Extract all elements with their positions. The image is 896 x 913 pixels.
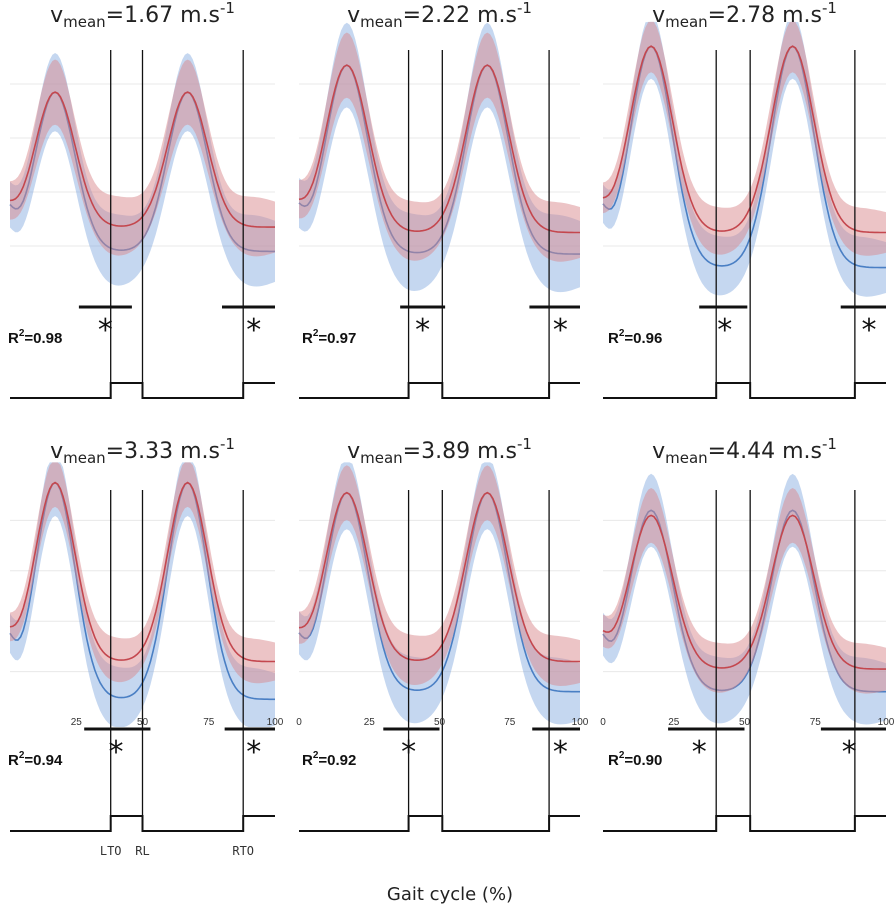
significance-star: * — [109, 735, 124, 770]
panel: * * vmean=2.78 m.s-1 R2=0.96 — [602, 0, 886, 399]
red-sd-band — [299, 32, 580, 262]
significance-star: * — [246, 313, 261, 348]
x-tick-label: 25 — [668, 717, 680, 728]
x-tick-label: 0 — [600, 717, 606, 728]
panel-title: vmean=4.44 m.s-1 — [652, 435, 837, 467]
r-squared-label: R2=0.98 — [8, 328, 62, 347]
r-squared-label: R2=0.94 — [8, 750, 63, 769]
r-squared-label: R2=0.90 — [608, 750, 662, 769]
x-tick-label: 25 — [71, 717, 83, 728]
panel: * * vmean=3.33 m.s-1 R2=0.94 25 50 75 100 LTO RL R… — [8, 435, 284, 858]
significance-star: * — [717, 313, 732, 348]
r-squared-label: R2=0.92 — [302, 750, 356, 769]
blue-sd-band — [299, 462, 580, 725]
foot-contact-trace — [10, 815, 275, 832]
x-axis-label: Gait cycle (%) — [387, 884, 513, 905]
r-squared-label: R2=0.97 — [302, 328, 356, 347]
x-tick-label: 100 — [572, 717, 589, 728]
red-mean-line — [602, 514, 886, 670]
panel-title: vmean=3.33 m.s-1 — [50, 435, 235, 467]
red-sd-band — [299, 465, 580, 686]
event-label-rto: RTO — [232, 844, 254, 858]
x-tick-label: 75 — [504, 717, 516, 728]
r-squared-label: R2=0.96 — [608, 328, 662, 347]
x-tick-label: 50 — [739, 717, 751, 728]
panel-title: vmean=1.67 m.s-1 — [50, 0, 235, 31]
red-sd-band — [603, 21, 886, 256]
panel: * * vmean=1.67 m.s-1 R2=0.98 — [8, 0, 275, 399]
foot-contact-trace — [603, 382, 886, 399]
red-mean-line — [602, 45, 886, 234]
event-label-lto: LTO — [100, 844, 122, 858]
significance-star: * — [692, 735, 707, 770]
x-tick-label: 50 — [434, 717, 446, 728]
panel: * * vmean=2.22 m.s-1 R2=0.97 — [298, 0, 580, 399]
blue-sd-band — [603, 21, 886, 297]
significance-star: * — [553, 313, 568, 348]
panel-title: vmean=2.78 m.s-1 — [652, 0, 837, 31]
red-sd-band — [603, 488, 886, 694]
event-label-rl: RL — [135, 844, 149, 858]
significance-star: * — [246, 735, 261, 770]
x-tick-label: 50 — [137, 717, 149, 728]
panel: * * vmean=4.44 m.s-1 R2=0.90 0 25 50 75 100 — [600, 435, 895, 832]
foot-contact-trace — [299, 382, 580, 399]
panel-title: vmean=3.89 m.s-1 — [347, 435, 532, 467]
foot-contact-trace — [603, 815, 886, 832]
x-tick-label: 100 — [878, 717, 895, 728]
x-tick-label: 75 — [810, 717, 822, 728]
significance-star: * — [401, 735, 416, 770]
x-tick-label: 0 — [296, 717, 302, 728]
foot-contact-trace — [10, 382, 275, 399]
significance-star: * — [98, 313, 113, 348]
significance-star: * — [553, 735, 568, 770]
significance-star: * — [415, 313, 430, 348]
foot-contact-trace — [299, 815, 580, 832]
panel: * * vmean=3.89 m.s-1 R2=0.92 0 25 50 75 100 — [296, 435, 589, 832]
red-mean-line — [298, 64, 580, 234]
significance-star: * — [862, 313, 877, 348]
red-mean-line — [298, 491, 580, 663]
x-tick-label: 100 — [267, 717, 284, 728]
significance-star: * — [842, 735, 857, 770]
x-tick-label: 75 — [203, 717, 215, 728]
panel-title: vmean=2.22 m.s-1 — [347, 0, 532, 31]
x-tick-label: 25 — [364, 717, 376, 728]
